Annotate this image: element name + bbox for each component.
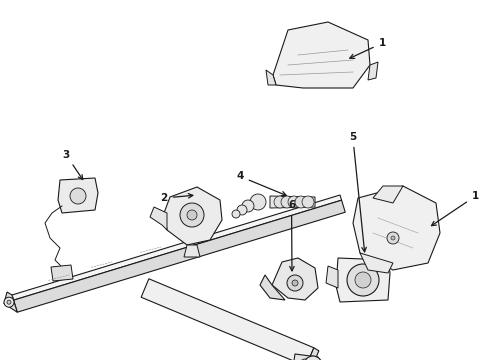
Polygon shape (273, 22, 370, 88)
Text: 5: 5 (349, 132, 367, 252)
Text: 3: 3 (63, 150, 83, 180)
Circle shape (387, 232, 399, 244)
Circle shape (288, 196, 300, 208)
Circle shape (304, 356, 322, 360)
Circle shape (302, 196, 314, 208)
Text: 2: 2 (161, 193, 193, 203)
Circle shape (187, 210, 197, 220)
Circle shape (242, 200, 254, 212)
Circle shape (232, 210, 240, 218)
Circle shape (295, 196, 307, 208)
Circle shape (70, 188, 86, 204)
Polygon shape (306, 348, 319, 360)
Polygon shape (4, 292, 17, 312)
Polygon shape (12, 195, 342, 300)
Circle shape (292, 280, 298, 286)
Polygon shape (51, 265, 73, 281)
Polygon shape (272, 258, 318, 300)
Polygon shape (293, 354, 323, 360)
Circle shape (287, 275, 303, 291)
Polygon shape (150, 207, 167, 230)
Polygon shape (353, 186, 440, 270)
Polygon shape (368, 62, 378, 80)
Polygon shape (164, 187, 222, 245)
Polygon shape (360, 253, 393, 273)
Circle shape (300, 359, 310, 360)
Circle shape (180, 203, 204, 227)
Polygon shape (326, 266, 338, 288)
Polygon shape (336, 258, 390, 302)
Circle shape (7, 300, 11, 304)
Text: 1: 1 (350, 38, 386, 58)
Polygon shape (184, 245, 200, 257)
Polygon shape (373, 186, 403, 203)
Polygon shape (141, 279, 314, 360)
Circle shape (250, 194, 266, 210)
Polygon shape (260, 275, 285, 300)
Circle shape (4, 297, 14, 307)
Circle shape (274, 196, 286, 208)
Text: 6: 6 (288, 200, 295, 271)
Circle shape (355, 272, 371, 288)
Circle shape (391, 236, 395, 240)
Polygon shape (14, 200, 345, 312)
Polygon shape (270, 196, 315, 208)
Polygon shape (266, 70, 276, 85)
Text: 4: 4 (236, 171, 286, 196)
Circle shape (281, 196, 293, 208)
Polygon shape (58, 178, 98, 213)
Circle shape (237, 205, 247, 215)
Text: 1: 1 (432, 191, 479, 226)
Circle shape (347, 264, 379, 296)
